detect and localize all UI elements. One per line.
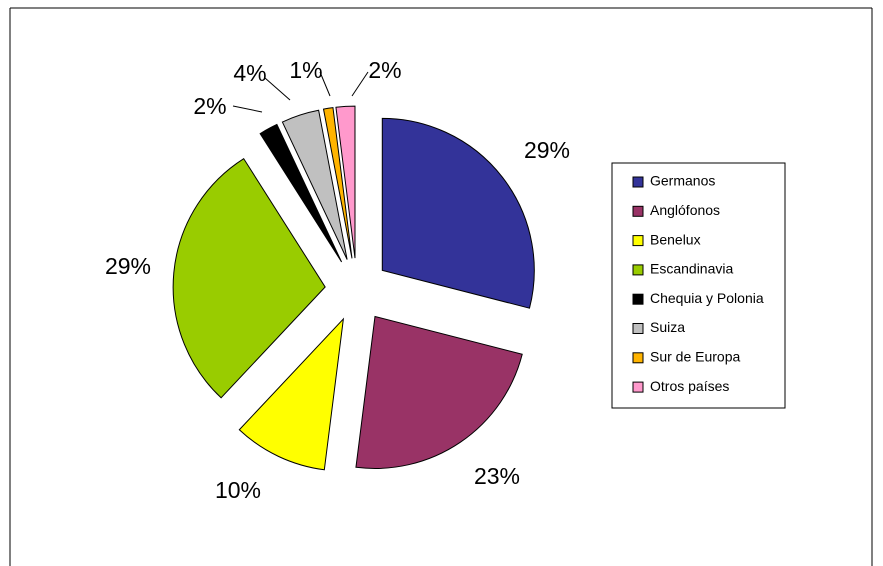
leader-line xyxy=(232,105,263,113)
data-label: 23% xyxy=(474,463,520,489)
data-label: 29% xyxy=(524,137,570,163)
legend-swatch xyxy=(632,264,644,276)
legend-swatch xyxy=(632,381,644,393)
pie-slice xyxy=(281,109,348,260)
legend-label: Anglófonos xyxy=(650,202,720,218)
pie-slice xyxy=(322,107,353,259)
data-label: 1% xyxy=(289,57,322,83)
pie-slice xyxy=(355,315,523,469)
legend-swatch xyxy=(632,176,644,188)
legend-swatch xyxy=(632,205,644,217)
data-label: 2% xyxy=(368,57,401,83)
leader-line xyxy=(264,77,291,101)
pie-slice xyxy=(381,117,535,309)
legend-swatch xyxy=(632,293,644,305)
legend-label: Germanos xyxy=(650,173,715,189)
legend-label: Chequia y Polonia xyxy=(650,290,764,306)
legend-label: Escandinavia xyxy=(650,261,733,277)
data-label: 2% xyxy=(193,93,226,119)
leader-line xyxy=(351,71,369,97)
leader-line xyxy=(319,71,331,97)
pie-slice xyxy=(259,123,343,263)
pie-slice xyxy=(172,157,326,399)
legend-swatch xyxy=(632,323,644,334)
legend-swatch xyxy=(632,235,644,247)
legend-label: Benelux xyxy=(650,231,701,247)
legend-swatch xyxy=(632,352,644,364)
legend-label: Otros países xyxy=(650,378,729,394)
data-label: 4% xyxy=(233,60,266,86)
pie-slice xyxy=(335,105,356,259)
legend xyxy=(611,162,786,409)
legend-label: Sur de Europa xyxy=(650,349,740,365)
data-label: 29% xyxy=(105,253,151,279)
legend-label: Suiza xyxy=(650,319,685,335)
data-label: 10% xyxy=(215,477,261,503)
pie-slice xyxy=(238,317,345,471)
